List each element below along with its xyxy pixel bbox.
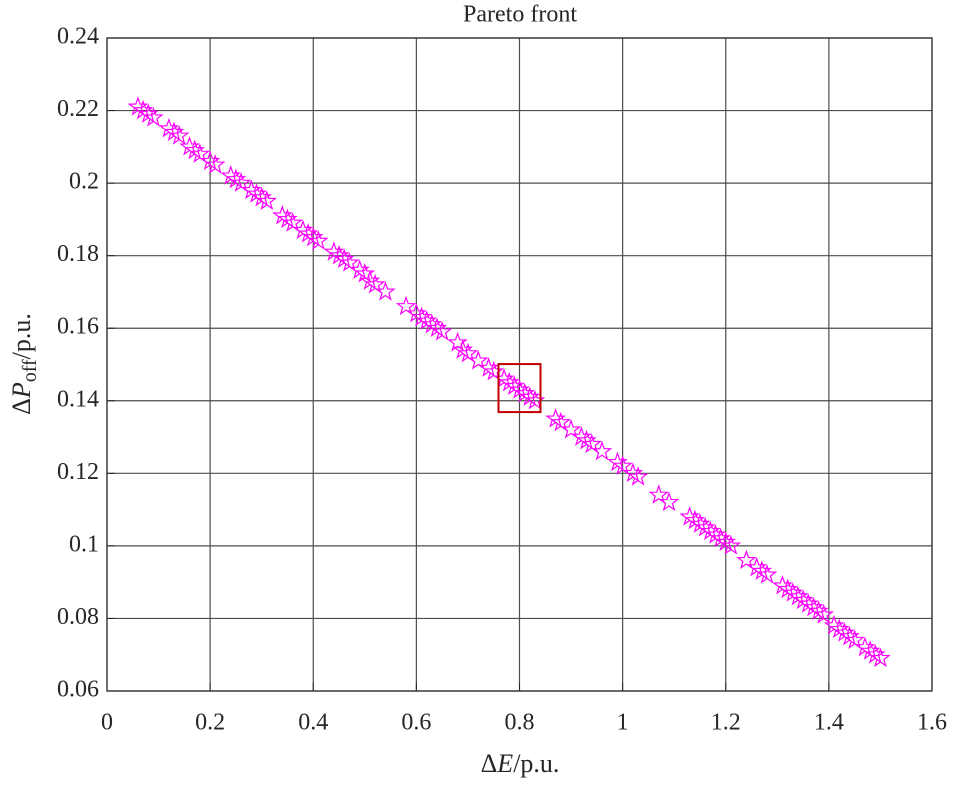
x-tick-label: 0.8: [505, 710, 535, 736]
data-point: [354, 262, 376, 283]
data-point: [467, 350, 489, 370]
data-point: [581, 433, 602, 454]
data-point: [204, 154, 226, 174]
y-tick-label: 0.16: [57, 314, 99, 340]
data-point: [627, 466, 649, 486]
data-point: [813, 603, 835, 624]
x-tick-label: 0.2: [195, 710, 225, 736]
data-point: [431, 321, 453, 341]
data-point: [339, 252, 360, 272]
data-point: [395, 295, 417, 316]
data-point: [256, 190, 278, 211]
data-point: [375, 281, 396, 301]
axes-box: [106, 37, 933, 692]
data-point: [756, 564, 778, 584]
x-label-part: Δ: [481, 749, 498, 778]
x-tick-label: 0.6: [401, 710, 431, 736]
x-tick-label: 1.6: [917, 710, 947, 736]
highlight-box: [497, 363, 542, 414]
data-point: [844, 629, 865, 649]
y-tick-label: 0.22: [57, 96, 99, 122]
y-tick-label: 0.12: [57, 459, 99, 485]
chart-title: Pareto front: [463, 2, 577, 28]
data-point: [483, 360, 505, 381]
y-label-part: /p.u.: [7, 313, 36, 359]
data-point: [612, 455, 633, 475]
x-label-part: E: [496, 749, 513, 778]
y-axis-label: ΔPoff/p.u.: [7, 313, 41, 415]
y-label-part: P: [7, 382, 36, 399]
y-tick-label: 0.2: [69, 169, 99, 195]
data-point: [550, 411, 572, 432]
data-point: [308, 230, 329, 250]
data-point: [736, 549, 757, 570]
data-point: [457, 342, 479, 363]
data-point: [282, 212, 303, 232]
y-tick-label: 0.14: [57, 386, 99, 412]
y-tick-label: 0.06: [57, 677, 99, 703]
data-point: [658, 491, 680, 512]
x-label-part: /p.u.: [513, 749, 559, 778]
x-axis-label: ΔE/p.u.: [481, 749, 560, 778]
data-point: [230, 172, 252, 192]
data-point: [648, 484, 670, 504]
data-point: [168, 125, 190, 145]
data-point: [720, 535, 742, 555]
data-point: [447, 331, 468, 352]
x-tick-label: 1.4: [814, 710, 844, 736]
y-tick-label: 0.08: [57, 604, 99, 630]
data-point: [870, 647, 891, 668]
data-point: [189, 143, 211, 163]
data-point: [143, 106, 164, 127]
y-label-part: off: [19, 359, 41, 382]
data-point: [560, 418, 582, 439]
x-tick-label: 1: [617, 710, 629, 736]
y-tick-label: 0.18: [57, 241, 99, 267]
x-tick-label: 1.2: [711, 710, 741, 736]
data-point: [591, 440, 613, 461]
y-label-part: Δ: [7, 398, 36, 415]
y-tick-label: 0.24: [57, 24, 99, 50]
x-tick-label: 0: [101, 710, 113, 736]
x-tick-label: 0.4: [298, 710, 328, 736]
data-point: [364, 273, 386, 294]
y-tick-label: 0.1: [69, 531, 99, 557]
